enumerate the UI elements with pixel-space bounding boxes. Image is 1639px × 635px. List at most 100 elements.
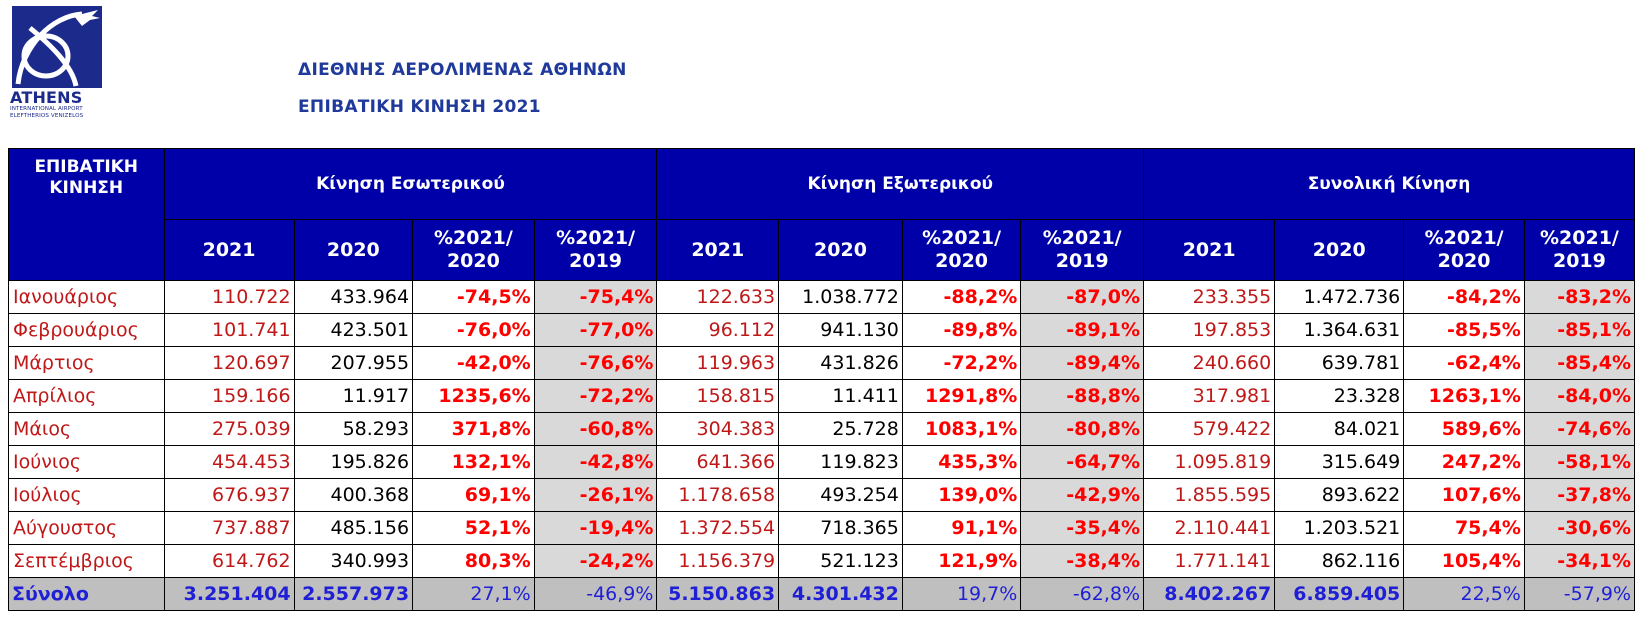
percent-cell: 105,4% [1403, 544, 1525, 578]
percent-cell: -89,1% [1020, 313, 1145, 347]
value-cell: 433.964 [293, 280, 414, 314]
page-title: ΔΙΕΘΝΗΣ ΑΕΡΟΛΙΜΕΝΑΣ ΑΘΗΝΩΝ [298, 60, 627, 80]
value-cell: 25.728 [778, 412, 903, 446]
sub-header-line2: 2019 [569, 250, 623, 272]
sub-header-cell: 2021 [1143, 219, 1276, 281]
value-cell: 431.826 [778, 346, 903, 380]
percent-cell: -62,8% [1020, 577, 1145, 611]
total-row: Σύνολο 3.251.404 2.557.973 27,1% -46,9% 5.150… [8, 577, 1636, 611]
value-cell: 641.366 [656, 445, 780, 479]
percent-cell: -77,0% [533, 313, 658, 347]
value-cell: 340.993 [293, 544, 414, 578]
group-header-domestic: Κίνηση Εσωτερικού [163, 148, 658, 220]
sub-header-line2: 2019 [1552, 250, 1606, 272]
value-cell: 2.110.441 [1143, 511, 1276, 545]
value-cell: 1.203.521 [1274, 511, 1405, 545]
percent-cell: -60,8% [533, 412, 658, 446]
sub-header-line1: 2020 [814, 238, 867, 261]
value-cell: 5.150.863 [656, 577, 780, 611]
percent-cell: -58,1% [1523, 445, 1636, 479]
value-cell: 119.823 [778, 445, 903, 479]
month-label: Ιούλιος [8, 478, 165, 512]
table-row: Ιούνιος 454.453 195.826 132,1% -42,8% 641.366… [8, 445, 1636, 479]
sub-header-cell: %2021/2019 [1020, 219, 1145, 281]
value-cell: 96.112 [656, 313, 780, 347]
table-row: Μάρτιος 120.697 207.955 -42,0% -76,6% 119.963… [8, 346, 1636, 380]
value-cell: 101.741 [163, 313, 295, 347]
value-cell: 110.722 [163, 280, 295, 314]
value-cell: 718.365 [778, 511, 903, 545]
value-cell: 1.771.141 [1143, 544, 1276, 578]
percent-cell: -84,0% [1523, 379, 1636, 413]
value-cell: 122.633 [656, 280, 780, 314]
sub-header-cell: %2021/2019 [1523, 219, 1636, 281]
percent-cell: 52,1% [412, 511, 535, 545]
percent-cell: -57,9% [1523, 577, 1636, 611]
value-cell: 158.815 [656, 379, 780, 413]
value-cell: 893.622 [1274, 478, 1405, 512]
sub-header-line1: 2021 [1182, 238, 1236, 261]
percent-cell: -64,7% [1020, 445, 1145, 479]
value-cell: 493.254 [778, 478, 903, 512]
percent-cell: 1291,8% [901, 379, 1022, 413]
table-row: Μάιος 275.039 58.293 371,8% -60,8% 304.383 25.… [8, 412, 1636, 446]
value-cell: 119.963 [656, 346, 780, 380]
percent-cell: -42,8% [533, 445, 658, 479]
percent-cell: 19,7% [901, 577, 1022, 611]
airplane-logo-icon [12, 6, 102, 88]
passenger-traffic-table: ΕΠΙΒΑΤΙΚΗ ΚΙΝΗΣΗ Κίνηση Εσωτερικού Κίνησ… [8, 148, 1636, 611]
sub-header-line1: 2021 [202, 238, 256, 261]
month-label: Σεπτέμβριος [8, 544, 165, 578]
table-row: Απρίλιος 159.166 11.917 1235,6% -72,2% 158.81… [8, 379, 1636, 413]
value-cell: 639.781 [1274, 346, 1405, 380]
sub-header-line2: 2020 [1437, 250, 1491, 272]
value-cell: 1.178.658 [656, 478, 780, 512]
value-cell: 8.402.267 [1143, 577, 1276, 611]
value-cell: 23.328 [1274, 379, 1405, 413]
value-cell: 1.038.772 [778, 280, 903, 314]
sub-header-cell: 2020 [1274, 219, 1405, 281]
value-cell: 614.762 [163, 544, 295, 578]
percent-cell: 1083,1% [901, 412, 1022, 446]
percent-cell: -88,2% [901, 280, 1022, 314]
percent-cell: -62,4% [1403, 346, 1525, 380]
sub-header-line1: %2021/ [1540, 227, 1619, 249]
group-header-row: ΕΠΙΒΑΤΙΚΗ ΚΙΝΗΣΗ Κίνηση Εσωτερικού Κίνησ… [8, 148, 1635, 281]
sub-header-line1: %2021/ [1424, 227, 1504, 249]
percent-cell: 22,5% [1403, 577, 1525, 611]
percent-cell: -26,1% [533, 478, 658, 512]
sub-header-line1: 2020 [1312, 238, 1366, 261]
percent-cell: -85,5% [1403, 313, 1525, 347]
value-cell: 862.116 [1274, 544, 1405, 578]
percent-cell: 91,1% [901, 511, 1022, 545]
value-cell: 233.355 [1143, 280, 1276, 314]
value-cell: 315.649 [1274, 445, 1405, 479]
value-cell: 11.917 [293, 379, 414, 413]
value-cell: 197.853 [1143, 313, 1276, 347]
month-label: Μάρτιος [8, 346, 165, 380]
percent-cell: 589,6% [1403, 412, 1525, 446]
sub-header-line2: 2019 [1055, 250, 1109, 272]
sub-header-cell: 2021 [656, 219, 780, 281]
percent-cell: -87,0% [1020, 280, 1145, 314]
logo-line1: INTERNATIONAL AIRPORT [10, 106, 83, 112]
value-cell: 941.130 [778, 313, 903, 347]
month-label: Φεβρουάριος [8, 313, 165, 347]
athens-airport-logo: ATHENS INTERNATIONAL AIRPORT ELEFTHERIOS… [10, 6, 102, 124]
percent-cell: -80,8% [1020, 412, 1145, 446]
corner-header: ΕΠΙΒΑΤΙΚΗ ΚΙΝΗΣΗ [8, 148, 165, 281]
value-cell: 3.251.404 [163, 577, 295, 611]
corner-line2: ΚΙΝΗΣΗ [49, 178, 124, 198]
value-cell: 240.660 [1143, 346, 1276, 380]
sub-header-line1: 2021 [691, 238, 745, 261]
value-cell: 2.557.973 [293, 577, 414, 611]
percent-cell: -46,9% [533, 577, 658, 611]
value-cell: 317.981 [1143, 379, 1276, 413]
percent-cell: 27,1% [412, 577, 535, 611]
percent-cell: -76,6% [533, 346, 658, 380]
table-row: Ιανουάριος 110.722 433.964 -74,5% -75,4% 122.… [8, 280, 1636, 314]
percent-cell: -76,0% [412, 313, 535, 347]
percent-cell: 139,0% [901, 478, 1022, 512]
logo-athens-word: ATHENS [10, 88, 83, 107]
sub-header-cell: %2021/2019 [533, 219, 658, 281]
